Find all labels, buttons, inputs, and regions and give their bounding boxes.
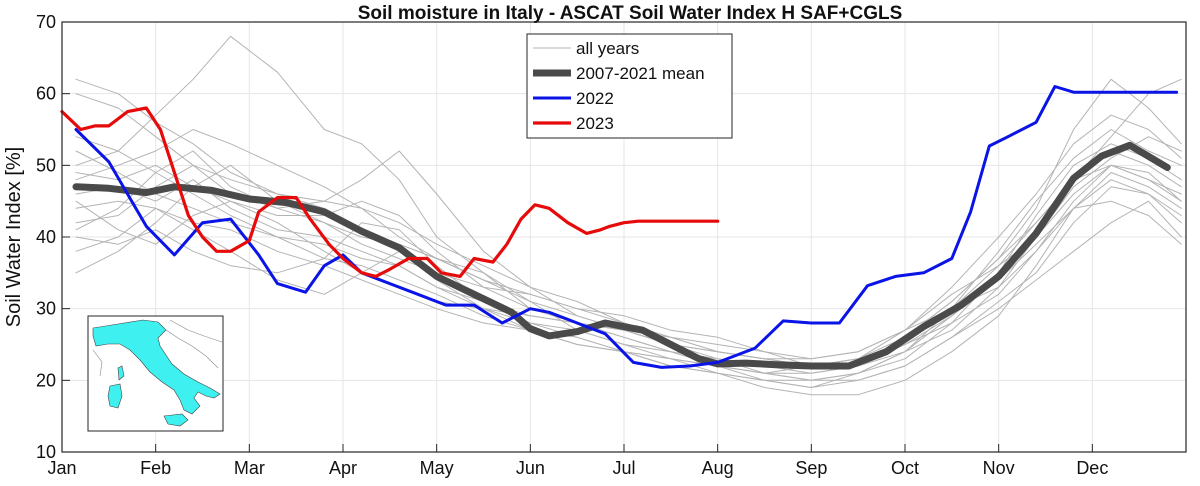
chart-title: Soil moisture in Italy - ASCAT Soil Wate… <box>358 3 903 24</box>
legend-box <box>526 33 733 139</box>
y-tick-label: 10 <box>36 442 56 462</box>
neighbour-border-line <box>92 349 103 377</box>
x-tick-label: Oct <box>891 458 919 478</box>
x-tick-label: Sep <box>795 458 827 478</box>
all-years-line <box>75 78 1182 367</box>
sardinia-shape <box>107 383 123 409</box>
y-tick-label: 70 <box>36 12 56 32</box>
all-years-line <box>75 136 1182 360</box>
x-tick-label: Jun <box>516 458 545 478</box>
legend-entry: 2023 <box>576 114 614 133</box>
y-tick-label: 50 <box>36 155 56 175</box>
mean-series-line <box>72 141 1171 370</box>
neighbour-border-line <box>169 319 223 343</box>
axis-layer: 10 20 30 40 50 60 70 Jan Feb Mar Apr May Jun Jul Aug Se… <box>36 12 1108 478</box>
all-years-line <box>75 164 1182 367</box>
sicily-shape <box>163 413 189 427</box>
italy-mainland-shape <box>92 319 221 415</box>
x-tick-label: Apr <box>329 458 357 478</box>
legend-entry: 2007-2021 mean <box>576 64 705 83</box>
y-tick-label: 20 <box>36 370 56 390</box>
neighbour-border-line <box>165 329 219 369</box>
x-tick-label: Jul <box>612 458 635 478</box>
y-axis-label: Soil Water Index [%] <box>3 147 25 327</box>
italy-location-map <box>87 315 224 432</box>
series-2022-line <box>74 85 1179 369</box>
legend: all years 2007-2021 mean 2022 2023 <box>526 33 733 139</box>
series-2023-line <box>60 106 720 278</box>
legend-entry: all years <box>576 39 639 58</box>
y-tick-label: 60 <box>36 84 56 104</box>
x-tick-label: Aug <box>702 458 734 478</box>
series-layer <box>60 35 1182 396</box>
all-years-line <box>75 78 1182 374</box>
x-tick-label: Feb <box>140 458 171 478</box>
corsica-shape <box>117 365 125 381</box>
x-tick-label: Mar <box>234 458 265 478</box>
x-tick-label: May <box>420 458 454 478</box>
all-years-line <box>75 200 1182 388</box>
y-tick-label: 40 <box>36 227 56 247</box>
x-tick-label: Dec <box>1076 458 1108 478</box>
legend-entry: 2022 <box>576 89 614 108</box>
x-tick-label: Jan <box>47 458 76 478</box>
y-tick-label: 30 <box>36 299 56 319</box>
x-tick-label: Nov <box>983 458 1015 478</box>
